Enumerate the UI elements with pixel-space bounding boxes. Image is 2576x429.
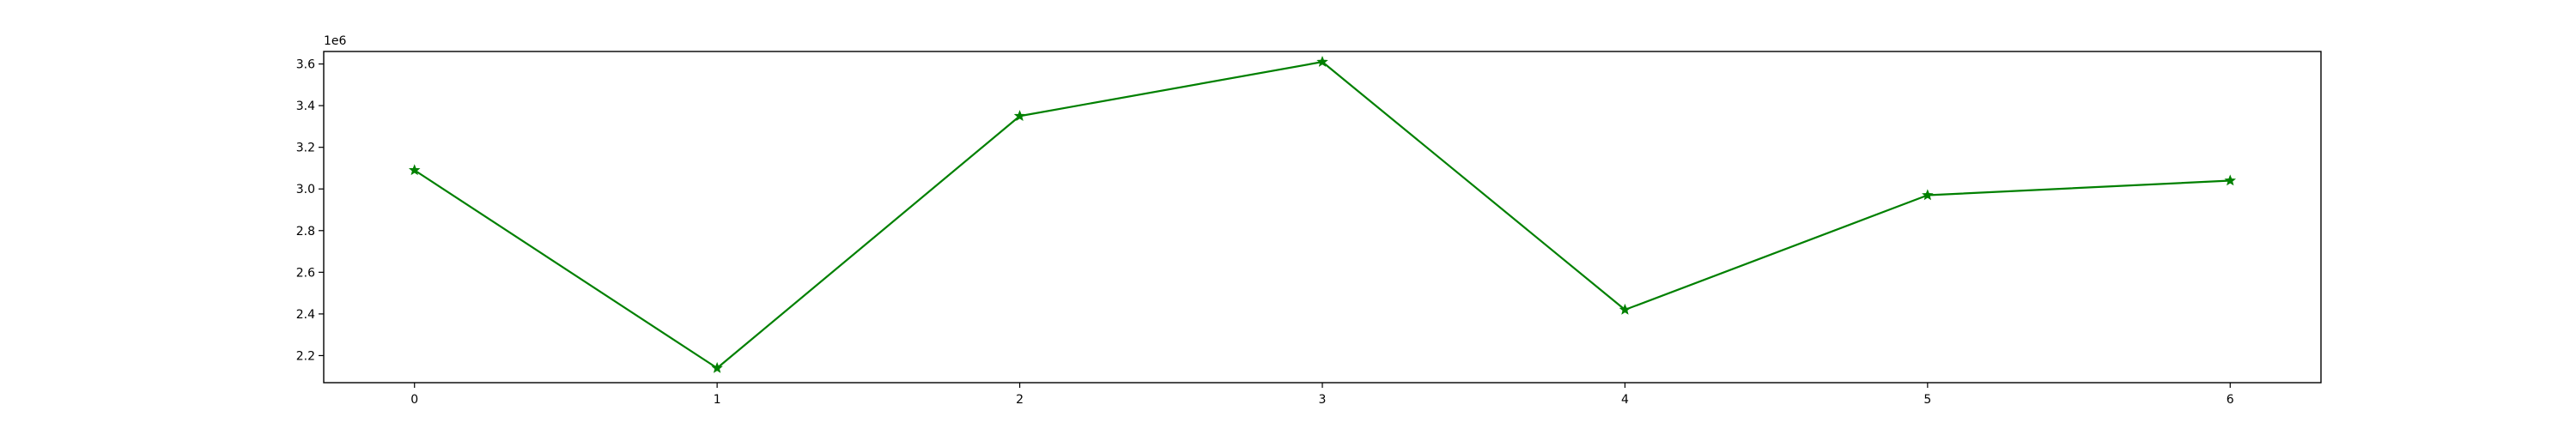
x-tick-label: 5 [1923,393,1931,407]
y-tick-label: 2.8 [296,225,315,239]
y-tick-label: 2.4 [296,308,315,322]
data-point-marker [711,361,723,373]
data-point-marker [408,164,421,176]
x-tick-label: 3 [1319,393,1327,407]
y-tick-label: 3.4 [296,100,315,113]
data-point-marker [2224,174,2237,186]
x-tick-label: 6 [2227,393,2234,407]
x-tick-label: 2 [1016,393,1024,407]
x-tick-label: 1 [714,393,721,407]
data-point-marker [1619,303,1631,315]
data-point-marker [1922,189,1934,201]
y-axis-offset-label: 1e6 [324,34,347,48]
x-axis: 0 1 2 3 4 5 6 [410,383,2234,407]
data-point-marker [1316,56,1328,67]
y-tick-label: 3.2 [296,142,315,155]
y-tick-label: 3.6 [296,58,315,72]
x-tick-label: 4 [1621,393,1629,407]
x-tick-label: 0 [410,393,418,407]
y-axis: 2.2 2.4 2.6 2.8 3.0 3.2 3.4 3.6 [296,58,324,363]
y-tick-label: 2.2 [296,349,315,363]
y-tick-label: 2.6 [296,266,315,280]
data-point-marker [1013,110,1026,121]
y-tick-label: 3.0 [296,183,315,196]
